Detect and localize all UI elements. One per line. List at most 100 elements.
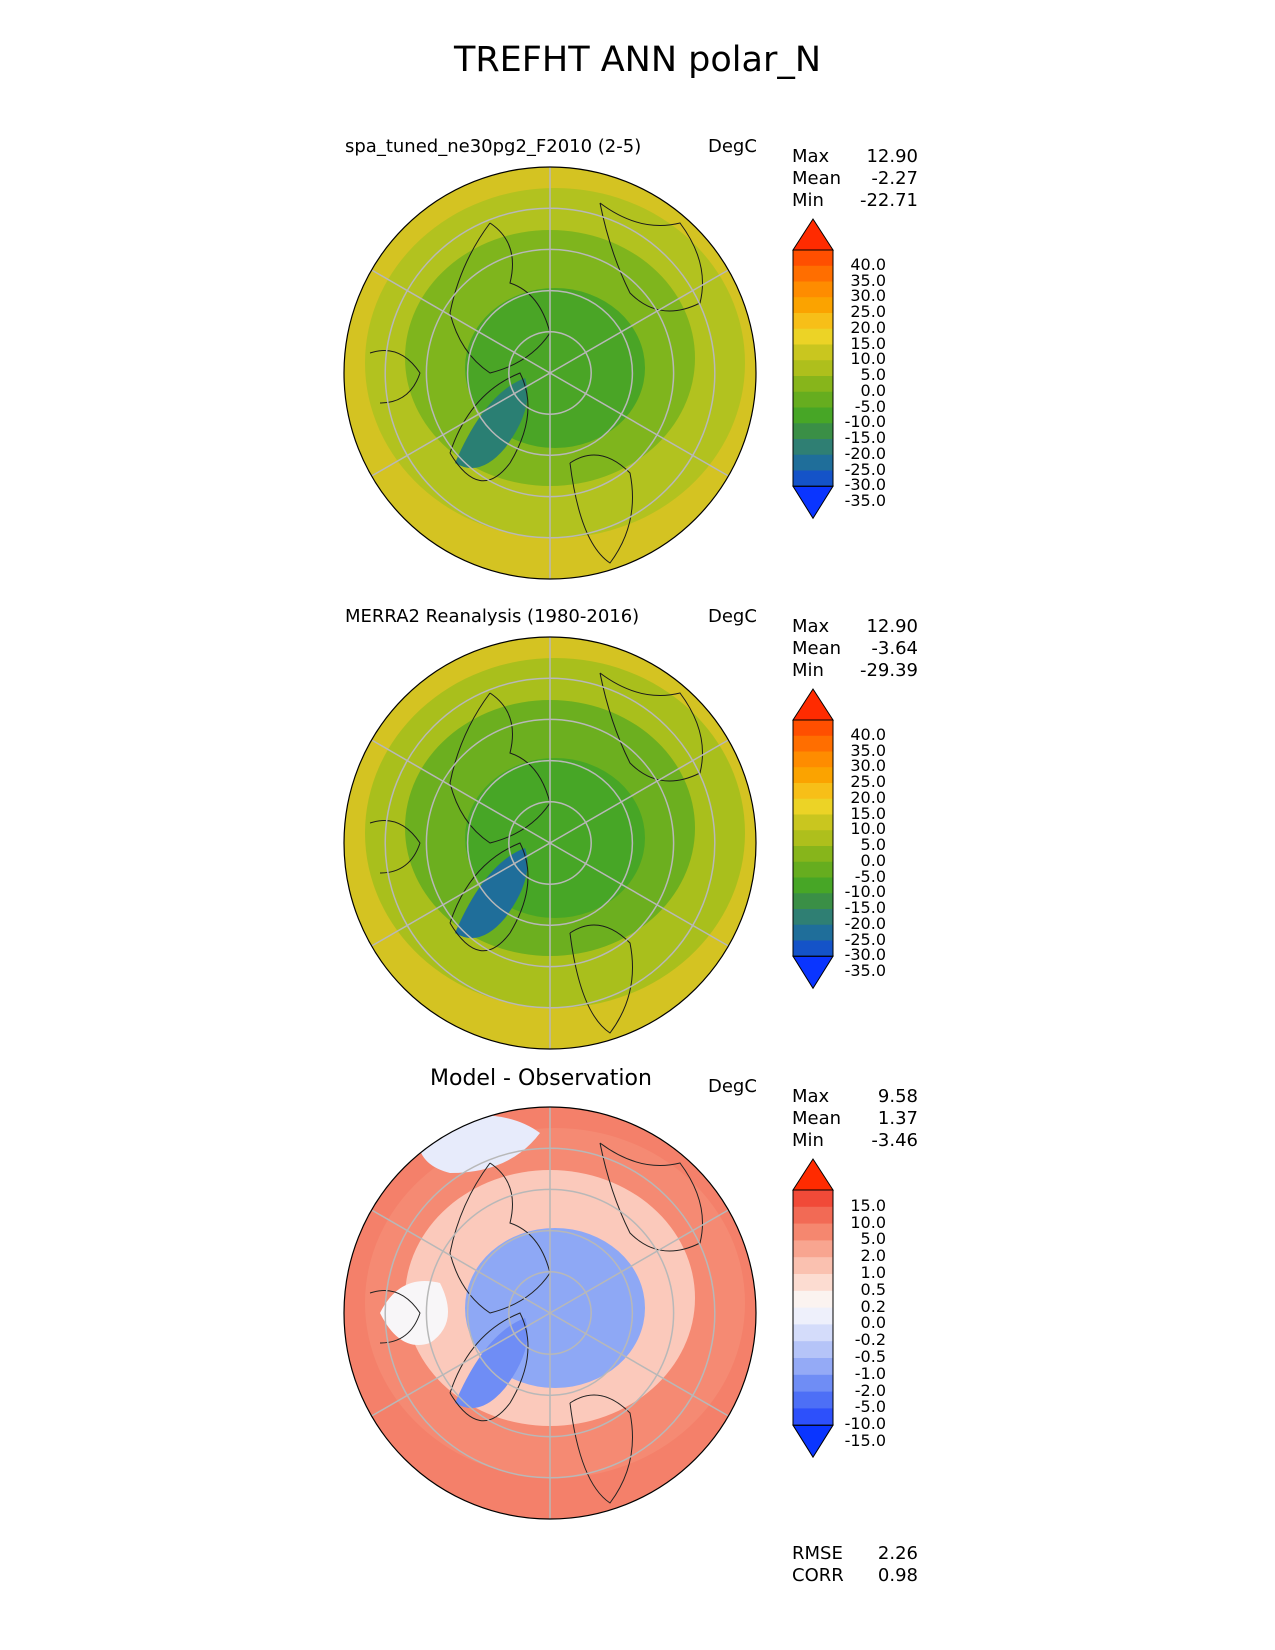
colorbar-tick-label: -15.0 [844, 898, 886, 917]
colorbar-segment [793, 1391, 833, 1409]
colorbar-tick-label: 40.0 [850, 724, 886, 744]
colorbar-tick-label: -0.2 [854, 1330, 886, 1350]
panel-title: Model - Observation [430, 1066, 652, 1091]
colorbar-segment [793, 360, 833, 377]
stat-label-min: Min [792, 660, 824, 681]
colorbar-tick-label: 20.0 [850, 317, 886, 337]
colorbar-tick-label: 5.0 [860, 365, 886, 384]
colorbar-segment [793, 265, 833, 282]
stat-label-max: Max [792, 1086, 830, 1107]
field-cold-greenland [455, 378, 528, 468]
stat-value-mean: -2.27 [871, 168, 918, 189]
colorbar-tick-label: 0.2 [860, 1296, 886, 1316]
meridian-line [549, 1312, 729, 1417]
colorbar-tick-label: -10.0 [844, 412, 886, 432]
meridian-line [371, 372, 551, 477]
colorbar-extend-top [792, 218, 834, 251]
colorbar-tick-label: 1.0 [860, 1263, 886, 1282]
colorbar-extend-bottom [792, 485, 834, 520]
stat-value-min: -29.39 [859, 660, 918, 681]
stat-value-min: -22.71 [859, 190, 918, 211]
colorbar-tick-label: -30.0 [844, 475, 886, 495]
colorbar-tick-label: -5.0 [854, 396, 886, 416]
colorbar-tick-label: 35.0 [850, 740, 886, 760]
stat-label-min: Min [792, 190, 824, 211]
stat-value-mean: 1.37 [877, 1108, 918, 1129]
colorbar-tick-label: 35.0 [850, 270, 886, 290]
colorbar-frame [792, 719, 834, 957]
colorbar-segment [793, 1257, 833, 1275]
colorbar-segment [793, 1274, 833, 1292]
field-cold-greenland [455, 848, 528, 938]
colorbar-segment [793, 720, 833, 737]
colorbar-segment [793, 470, 833, 487]
colorbar-segment [793, 877, 833, 894]
colorbar-tick-label: 0.0 [860, 380, 886, 400]
colorbar-segment [793, 328, 833, 345]
panel-title: spa_tuned_ne30pg2_F2010 (2-5) [345, 136, 642, 157]
stat-value-min: -3.46 [871, 1130, 918, 1151]
units-label: DegC [708, 1076, 757, 1097]
stat-value-mean: -3.64 [871, 638, 918, 659]
colorbar-segment [793, 1374, 833, 1393]
colorbar-tick-label: 30.0 [850, 286, 886, 306]
colorbar-segment [793, 767, 833, 784]
colorbar-tick-label: -5.0 [854, 866, 886, 886]
meridian-line [371, 1209, 551, 1314]
colorbar-tick-label: -35.0 [844, 961, 886, 980]
colorbar-segment [793, 1358, 833, 1376]
colorbar-segment [793, 1190, 833, 1208]
colorbar [792, 688, 834, 990]
colorbar-frame [792, 1189, 834, 1426]
colorbar-segment [793, 297, 833, 314]
coastline-0 [449, 692, 551, 844]
colorbar-segment [793, 344, 833, 361]
colorbar-tick-label: -2.0 [854, 1380, 886, 1400]
coastline-3 [569, 1394, 633, 1504]
colorbar-segment [793, 909, 833, 926]
colorbar-tick-label: 5.0 [860, 1229, 886, 1249]
colorbar-segment [793, 250, 833, 267]
colorbar-tick-label: -20.0 [844, 913, 886, 933]
meridian-line [371, 269, 551, 374]
meridian-line [549, 372, 729, 477]
stat-label-mean: Mean [792, 1108, 842, 1129]
colorbar-segment [793, 454, 833, 471]
stat-label-max: Max [792, 146, 830, 167]
colorbar-tick-label: 10.0 [850, 819, 886, 839]
meridian-line [371, 739, 551, 844]
colorbar-tick-label: 15.0 [850, 1195, 886, 1215]
coastline-2 [449, 372, 529, 482]
colorbar-tick-label: 15.0 [850, 333, 886, 353]
colorbar-segment [793, 783, 833, 800]
colorbar [792, 218, 834, 520]
meridian-line [371, 842, 551, 947]
map-border [343, 636, 757, 1050]
colorbar-tick-label: 0.0 [860, 1313, 886, 1333]
colorbar-segment [793, 1324, 833, 1342]
meridian-line [371, 1312, 551, 1417]
coastline-3 [569, 454, 633, 564]
colorbar-tick-label: 10.0 [850, 1212, 886, 1232]
metric-label-corr: CORR [792, 1565, 844, 1586]
colorbar-segment [793, 439, 833, 456]
colorbar-segment [793, 313, 833, 330]
coastline-0 [449, 1162, 551, 1314]
coastline-0 [449, 222, 551, 374]
stat-value-max: 12.90 [866, 616, 918, 637]
colorbar-segment [793, 376, 833, 393]
colorbar-tick-label: -10.0 [844, 1414, 886, 1434]
colorbar-tick-label: 0.5 [860, 1279, 886, 1299]
colorbar-tick-label: 10.0 [850, 349, 886, 369]
colorbar-tick-label: 5.0 [860, 835, 886, 854]
colorbar-segment [793, 751, 833, 768]
colorbar-segment [793, 861, 833, 878]
colorbar-extend-bottom [792, 955, 834, 990]
colorbar-tick-label: -20.0 [844, 443, 886, 463]
colorbar-tick-label: 30.0 [850, 756, 886, 776]
colorbar-tick-label: -25.0 [844, 929, 886, 949]
colorbar-segment [793, 1307, 833, 1325]
polar-map [343, 1106, 757, 1520]
colorbar-tick-label: -15.0 [844, 428, 886, 447]
coastline-2 [449, 842, 529, 952]
